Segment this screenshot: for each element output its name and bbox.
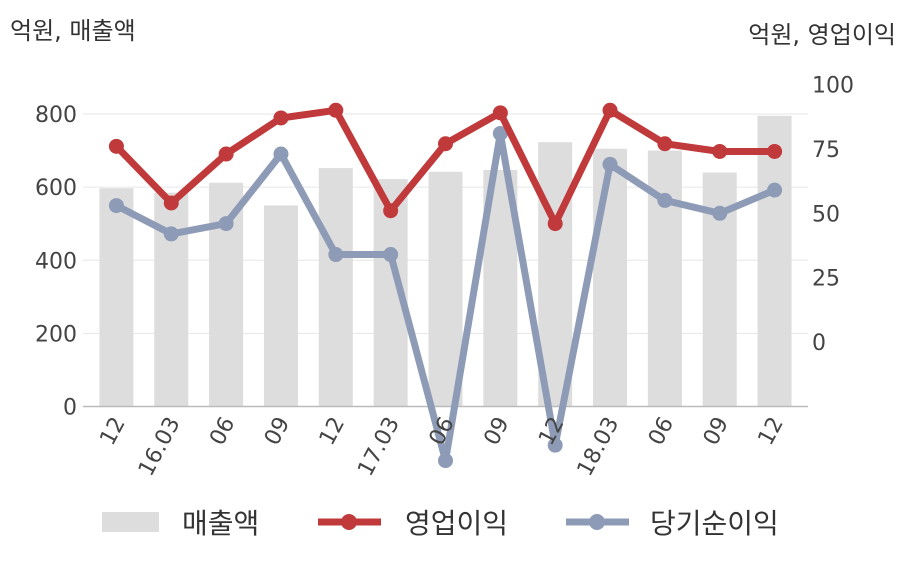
x-tick-label: 12 [534,413,569,449]
y-left-tick-label: 800 [35,103,77,128]
revenue-bar [757,115,792,407]
y-axis-right-ticks: 0 25 50 75 100 [812,74,854,357]
legend-swatch-net-income-dot [589,514,605,530]
operating-profit-point [438,136,453,152]
net-income-point [383,247,399,263]
revenue-bar [99,188,134,407]
net-income-point [273,146,289,162]
revenue-bar [318,168,353,407]
y-right-tick-label: 50 [812,202,840,227]
x-tick-label: 09 [699,413,734,449]
legend-swatch-operating-profit-dot [341,514,357,530]
x-tick-label: 16.03 [134,413,186,480]
net-income-point [328,247,344,263]
net-income-point [492,125,508,141]
x-tick-label: 06 [205,413,240,449]
line-series [108,102,783,469]
operating-profit-point [383,203,399,219]
operating-profit-point [547,216,563,232]
legend-label-operating-profit: 영업이익 [405,507,508,540]
x-tick-label: 12 [315,413,350,449]
y-right-unit: 억원, 영업이익 [748,21,896,49]
operating-profit-point [163,195,179,211]
revenue-bar [263,205,298,407]
x-tick-label: 09 [260,413,295,449]
net-income-point [438,453,453,469]
x-tick-label: 09 [479,413,514,449]
revenue-bar [428,171,463,407]
operating-profit-point [218,146,234,162]
y-right-tick-label: 0 [812,331,826,356]
x-tick-label: 12 [754,413,789,449]
revenue-bars [99,115,792,407]
net-income-point [218,216,234,232]
operating-profit-point [328,102,344,118]
net-income-point [547,437,563,453]
net-income-point [602,156,618,172]
y-right-tick-label: 100 [812,74,854,99]
y-right-tick-label: 75 [812,138,840,163]
x-tick-label: 12 [96,413,131,449]
y-right-tick-label: 25 [812,267,840,292]
legend: 매출액 영업이익 당기순이익 [102,507,779,540]
net-income-point [163,226,179,242]
legend-swatch-revenue [102,512,159,532]
revenue-bar [593,148,628,407]
y-left-tick-label: 200 [35,322,77,347]
y-left-unit: 억원, 매출액 [10,17,136,45]
operating-profit-point [657,136,673,152]
y-left-tick-label: 0 [63,396,77,421]
operating-profit-point [712,143,728,159]
net-income-point [657,192,673,208]
y-left-tick-label: 600 [35,176,77,201]
operating-profit-point [602,102,618,118]
legend-label-net-income: 당기순이익 [650,507,779,540]
operating-profit-point [767,143,783,159]
net-income-point [767,182,783,198]
x-tick-label: 06 [644,413,679,449]
x-tick-label: 18.03 [573,413,625,480]
y-left-tick-label: 400 [35,249,77,274]
operating-profit-point [492,105,508,121]
legend-label-revenue: 매출액 [182,507,259,540]
net-income-point [108,198,124,214]
x-tick-label: 17.03 [353,413,405,480]
net-income-point [712,205,728,221]
x-axis-ticks: 12 16.03 06 09 12 17.03 06 09 12 18.03 06 09 12 [96,413,789,480]
y-axis-left-ticks: 0 200 400 600 800 [35,103,77,421]
operating-profit-point [108,138,124,154]
operating-profit-point [273,110,289,126]
